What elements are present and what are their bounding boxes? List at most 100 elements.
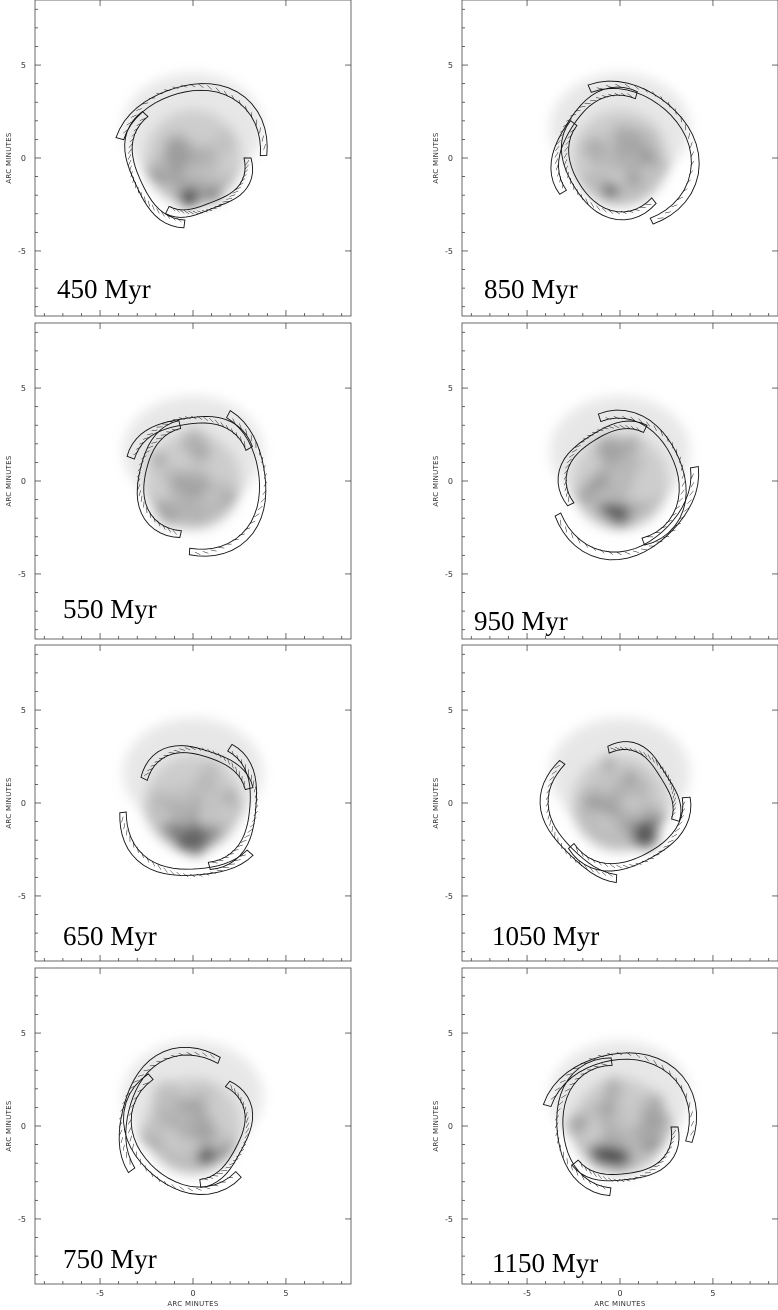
polarization-vector bbox=[132, 176, 135, 183]
polarization-vector bbox=[203, 873, 210, 876]
polarization-vector bbox=[151, 441, 158, 444]
contour-arc bbox=[557, 420, 648, 507]
polarization-vector bbox=[567, 171, 569, 178]
polarization-vector bbox=[136, 108, 143, 111]
polarization-vector bbox=[585, 854, 590, 861]
polarization-vector bbox=[183, 873, 189, 878]
polarization-vector bbox=[170, 206, 176, 212]
polarization-vector bbox=[607, 1052, 614, 1056]
polarization-vector bbox=[128, 143, 133, 149]
polarization-vector bbox=[178, 1053, 185, 1056]
polarization-vector bbox=[679, 456, 681, 463]
polarization-vector bbox=[563, 479, 568, 486]
polarization-vector bbox=[566, 458, 572, 463]
polarization-vector bbox=[615, 83, 621, 88]
polarization-vector bbox=[127, 1119, 132, 1125]
polarization-vector bbox=[204, 1186, 210, 1189]
polarization-vector bbox=[156, 208, 160, 214]
polarization-vector bbox=[562, 123, 569, 127]
polarization-vector bbox=[166, 213, 171, 219]
polarization-vector bbox=[624, 551, 631, 555]
polarization-vector bbox=[238, 99, 242, 106]
polarization-vector bbox=[545, 800, 550, 807]
polarization-vector bbox=[136, 446, 142, 450]
contour-arc bbox=[607, 741, 682, 822]
polarization-vector bbox=[194, 551, 201, 555]
polarization-vector bbox=[643, 752, 648, 758]
polarization-vector bbox=[581, 1174, 585, 1181]
polarization-vector bbox=[149, 1065, 156, 1067]
polarization-vector bbox=[555, 164, 559, 171]
polarization-vector bbox=[624, 83, 631, 88]
polarization-vector bbox=[222, 201, 229, 203]
polarization-vector bbox=[662, 766, 664, 773]
polarization-vector bbox=[171, 216, 176, 221]
polarization-vector bbox=[555, 158, 559, 164]
polarization-vector bbox=[164, 89, 171, 91]
polarization-vector bbox=[254, 804, 259, 811]
polarization-vector bbox=[263, 481, 268, 487]
polarization-vector bbox=[573, 1067, 580, 1070]
polarization-vector bbox=[196, 873, 203, 877]
y-tick-label: 5 bbox=[448, 1029, 453, 1038]
polarization-vector bbox=[672, 797, 676, 804]
polarization-vector bbox=[690, 151, 694, 158]
polarization-vector bbox=[660, 96, 664, 102]
polarization-vector bbox=[647, 754, 652, 760]
polarization-vector bbox=[570, 128, 576, 133]
polarization-vector bbox=[138, 490, 141, 497]
polarization-vector bbox=[675, 522, 681, 526]
polarization-vector bbox=[672, 807, 677, 813]
polarization-vector bbox=[133, 127, 140, 132]
x-axis-title: ARC MINUTES bbox=[167, 1300, 219, 1308]
polarization-vector bbox=[575, 1169, 579, 1176]
polarization-vector bbox=[550, 1095, 556, 1100]
polarization-vector bbox=[556, 1108, 561, 1113]
polarization-vector bbox=[635, 1053, 641, 1058]
y-tick-label: 0 bbox=[448, 477, 453, 486]
polarization-vector bbox=[690, 142, 693, 148]
panel-time-label: 650 Myr bbox=[63, 921, 157, 951]
polarization-vector bbox=[630, 416, 636, 421]
polarization-vector bbox=[130, 171, 133, 178]
polarization-vector bbox=[225, 1166, 232, 1169]
polarization-vector bbox=[137, 466, 143, 472]
polarization-vector bbox=[614, 210, 620, 215]
polarization-vector bbox=[169, 870, 175, 875]
polarization-vector bbox=[627, 93, 633, 98]
polarization-vector bbox=[666, 435, 669, 442]
polarization-vector bbox=[579, 106, 586, 108]
polarization-vector bbox=[567, 134, 573, 139]
polarization-vector bbox=[129, 165, 132, 172]
gas-halo bbox=[123, 73, 263, 183]
y-tick-label: -5 bbox=[445, 892, 453, 901]
polarization-vector bbox=[240, 436, 242, 443]
polarization-vector bbox=[121, 816, 124, 823]
polarization-vector bbox=[608, 209, 614, 214]
polarization-vector bbox=[644, 1056, 649, 1062]
polarization-vector bbox=[158, 757, 165, 759]
polarization-vector bbox=[254, 792, 258, 799]
polarization-vector bbox=[226, 1177, 233, 1179]
panel-8: 5 0 -5 ARC MINUTES -5 0 5 ARC MINUTES 1150 Myr bbox=[432, 967, 778, 1308]
polarization-vector bbox=[677, 196, 683, 201]
polarization-vector bbox=[119, 1129, 123, 1136]
polarization-vector bbox=[128, 1127, 132, 1134]
polarization-vector bbox=[206, 209, 213, 211]
polarization-vector bbox=[668, 101, 671, 108]
polarization-vector bbox=[196, 746, 202, 751]
polarization-vector bbox=[547, 782, 553, 787]
polarization-vector bbox=[629, 864, 636, 867]
polarization-vector bbox=[590, 202, 595, 208]
polarization-vector bbox=[245, 428, 248, 435]
polarization-vector bbox=[242, 1101, 244, 1108]
polarization-vector bbox=[633, 209, 640, 211]
polarization-vector bbox=[235, 766, 237, 773]
polarization-vector bbox=[163, 867, 168, 873]
polarization-vector bbox=[658, 850, 665, 852]
polarization-vector bbox=[687, 499, 692, 504]
polarization-vector bbox=[198, 84, 204, 88]
polarization-vector bbox=[689, 490, 694, 496]
polarization-vector bbox=[163, 1057, 170, 1060]
